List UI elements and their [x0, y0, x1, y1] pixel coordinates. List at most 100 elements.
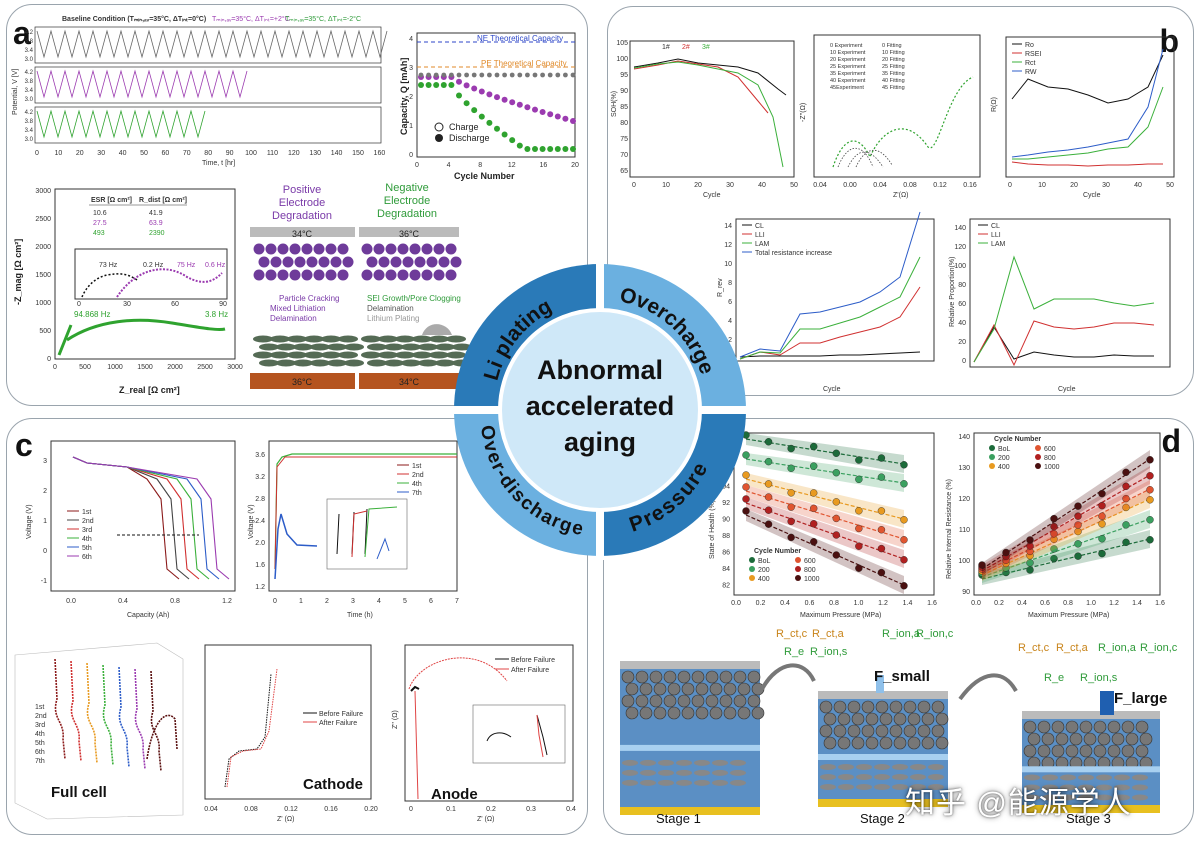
- pos-note-3: Delamination: [270, 314, 317, 323]
- voltage-tick: 3.8: [25, 39, 34, 45]
- nyq-legend-item: 35 Fitting: [882, 71, 905, 77]
- d-soh-point: [832, 551, 840, 559]
- capYTicks-tick: 4: [409, 36, 413, 43]
- d-soh-fit: [745, 458, 905, 484]
- stage-graphite: [928, 764, 944, 770]
- stage-graphite: [1042, 784, 1058, 791]
- r-legend-label: RSEI: [1025, 51, 1041, 58]
- stage-particle: [837, 736, 851, 750]
- d-res-point: [1026, 536, 1034, 544]
- stage-particle: [723, 682, 737, 696]
- cap-green-point: [494, 125, 500, 132]
- c-time-legend-label: 1st: [412, 463, 421, 470]
- stage-particle: [621, 694, 635, 708]
- neg-graphite: [446, 351, 466, 359]
- cap-green-point: [433, 82, 440, 88]
- d-soh-point: [764, 480, 773, 488]
- d-res-point: [1098, 489, 1106, 498]
- eisTicks-tick: 1000: [107, 364, 123, 371]
- timeTicks-tick: 40: [119, 150, 127, 157]
- pos-graphite: [270, 351, 290, 359]
- neg-note-2: Delamination: [367, 304, 414, 313]
- d-res-ytick: 100: [958, 558, 970, 565]
- neg-bottom-bar: [359, 373, 459, 389]
- soh-xtick: 50: [790, 182, 798, 189]
- center-title-line-1: Abnormal: [536, 355, 663, 385]
- capYTicks-tick: 2: [409, 94, 413, 101]
- soh-xtick: 10: [662, 182, 670, 189]
- rrev-ylabel: R_rev: [717, 278, 724, 297]
- pos-graphite: [304, 351, 324, 359]
- d-soh-point: [764, 457, 773, 466]
- s3-rions: R_ion,s: [1080, 672, 1118, 684]
- full-cell-curve: [118, 666, 130, 768]
- stage-graphite: [838, 784, 854, 790]
- stage-graphite: [838, 764, 854, 770]
- insetTicks-tick: 60: [171, 301, 179, 308]
- insetTicks-tick: 30: [123, 301, 131, 308]
- neg-particle: [361, 269, 373, 281]
- d-soh-xtick: 1.6: [927, 600, 937, 607]
- d-res-ytick: 140: [958, 434, 970, 441]
- cap-green-point: [562, 146, 569, 152]
- rrev-lam: [739, 256, 921, 360]
- r-series-rct: [1012, 86, 1164, 160]
- stage-particle: [663, 670, 677, 684]
- panel-c-over-discharge: c 1st 2nd 3rd 4th 5th 6th 0.0 0.4 0.8 1.2 3 2 1 0 -1 …: [6, 418, 588, 835]
- stage-graphite: [622, 779, 638, 786]
- stage-particle: [1111, 732, 1125, 746]
- c-time-ytick: 2.0: [255, 540, 265, 547]
- stage-particle: [733, 670, 747, 684]
- propTicks-tick: 80: [958, 282, 966, 289]
- stage-particle: [1093, 720, 1107, 734]
- eisTicks-tick: 1500: [137, 364, 153, 371]
- prop-legend-label: LLI: [991, 232, 1001, 239]
- d-res-band: [982, 510, 1150, 583]
- d-res-legend: Cycle Number BoL 200 400 600 800 1000: [989, 436, 1060, 471]
- rrev-ticks: 0 2 4 6 8 10 12 14: [724, 223, 732, 363]
- stage-particle: [1097, 732, 1111, 746]
- stage-particle: [1041, 732, 1055, 746]
- cap-baseline-point: [456, 72, 462, 78]
- neg-title-1: Negative: [385, 182, 428, 194]
- eis-ytick: 1500: [35, 272, 51, 279]
- stage-graphite: [1060, 794, 1076, 801]
- cap-baseline-point: [494, 72, 500, 78]
- d-legend-label: 600: [1044, 446, 1056, 453]
- freq-label-02: 0.2 Hz: [143, 262, 164, 269]
- stage-graphite: [856, 774, 872, 780]
- pos-graphite: [276, 359, 296, 367]
- neg-graphite: [378, 351, 398, 359]
- pos-particle: [337, 269, 349, 281]
- d-res-point: [1146, 536, 1154, 544]
- rrev-legend: CL LLI LAM Total resistance increase: [742, 223, 832, 257]
- anode-legend-after: After Failure: [511, 667, 549, 674]
- stage-graphite: [640, 769, 656, 776]
- stage-graphite: [1024, 794, 1040, 801]
- resistance-ticks: 0 10 20 30 40 50: [1008, 182, 1174, 189]
- cap-green-point: [554, 146, 561, 152]
- soh-axes: [629, 40, 795, 178]
- d-res-point: [1050, 514, 1058, 523]
- anode-before: [410, 685, 420, 692]
- pos-graphite: [321, 351, 341, 359]
- d-res-point: [1098, 512, 1106, 520]
- stage-particle: [875, 724, 889, 738]
- neg-graphite: [395, 351, 415, 359]
- stage-particle: [865, 712, 879, 726]
- d-res-point: [1122, 521, 1130, 529]
- d-legend-label: 1000: [804, 576, 820, 583]
- d-soh-point: [900, 556, 908, 564]
- rrev-xlabel: Cycle: [823, 386, 841, 393]
- voltage-strip-trace: [36, 29, 388, 59]
- rrevTicks-tick: 2: [728, 337, 732, 344]
- eisTicks-tick: 3000: [227, 364, 243, 371]
- d-legend-label: BoL: [758, 558, 771, 565]
- neg-top-bar: [359, 227, 459, 237]
- stage-graphite: [658, 769, 674, 776]
- prop-xlabel: Cycle: [1058, 386, 1076, 393]
- discharge-marker: [435, 134, 443, 142]
- d-legend-swatch: [749, 575, 755, 581]
- full-cell-curve: [86, 662, 98, 764]
